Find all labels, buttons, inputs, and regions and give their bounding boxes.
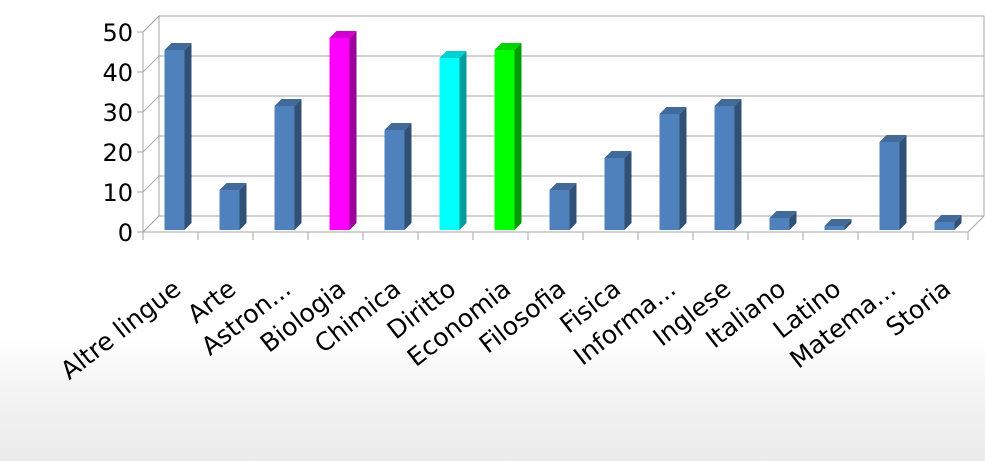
bar xyxy=(494,43,522,230)
bar xyxy=(549,183,577,230)
category-label: Storia xyxy=(880,274,956,342)
bar-side xyxy=(844,219,852,230)
floor-edge xyxy=(967,215,985,233)
bar-front xyxy=(604,158,625,230)
bar-side xyxy=(184,43,192,230)
bar-front xyxy=(659,114,680,230)
bar-front xyxy=(439,58,460,230)
bar-front xyxy=(384,130,405,230)
bar xyxy=(329,31,357,230)
bar-side xyxy=(239,183,247,230)
bar-side xyxy=(679,107,687,230)
bar-side xyxy=(624,151,632,230)
bar xyxy=(384,123,412,230)
bar-top xyxy=(714,99,742,106)
bar-top xyxy=(824,219,852,226)
bar-front xyxy=(329,38,350,230)
bar xyxy=(274,99,302,230)
bar-front xyxy=(824,226,845,230)
bar-top xyxy=(604,151,632,158)
bar-side xyxy=(789,211,797,230)
gridline xyxy=(142,55,984,73)
bar-side xyxy=(294,99,302,230)
y-tick-label: 40 xyxy=(102,59,133,87)
bar xyxy=(824,219,852,230)
gridline xyxy=(142,175,984,193)
bar-front xyxy=(714,106,735,230)
bar xyxy=(659,107,687,230)
bar-top xyxy=(384,123,412,130)
bar-top xyxy=(219,183,247,190)
bar-side xyxy=(734,99,742,230)
bar xyxy=(879,135,907,230)
bar-front xyxy=(494,50,515,230)
y-tick-label: 50 xyxy=(102,19,133,47)
y-tick-label: 20 xyxy=(102,139,133,167)
bar-front xyxy=(219,190,240,230)
bar-front xyxy=(879,142,900,230)
bar xyxy=(164,43,192,230)
gridline xyxy=(142,95,984,113)
bar xyxy=(934,215,962,230)
bar-side xyxy=(569,183,577,230)
bar-top xyxy=(934,215,962,222)
bar-side xyxy=(404,123,412,230)
bar-side xyxy=(954,215,962,230)
bar-top xyxy=(439,51,467,58)
y-tick-label: 30 xyxy=(102,99,133,127)
bar-top xyxy=(659,107,687,114)
bar-top xyxy=(494,43,522,50)
bar xyxy=(439,51,467,230)
bar-top xyxy=(879,135,907,142)
bar-top xyxy=(549,183,577,190)
bar-front xyxy=(769,218,790,230)
bar-side xyxy=(349,31,357,230)
background-gradient xyxy=(0,335,985,461)
bar-top xyxy=(769,211,797,218)
gridline xyxy=(142,215,984,233)
bar xyxy=(769,211,797,230)
bar-front xyxy=(274,106,295,230)
bar-top xyxy=(274,99,302,106)
bar-front xyxy=(164,50,185,230)
bar xyxy=(604,151,632,230)
bar-top xyxy=(329,31,357,38)
y-tick-label: 10 xyxy=(102,179,133,207)
gridline xyxy=(142,15,984,33)
bar-side xyxy=(514,43,522,230)
bar-top xyxy=(164,43,192,50)
y-tick-label: 0 xyxy=(118,219,133,247)
side-wall xyxy=(142,14,160,234)
bar-front xyxy=(549,190,570,230)
bar-side xyxy=(459,51,467,230)
bar-side xyxy=(899,135,907,230)
bar-front xyxy=(934,222,955,230)
bar xyxy=(219,183,247,230)
gridline xyxy=(142,135,984,153)
bar xyxy=(714,99,742,230)
category-label: Altre lingue xyxy=(55,274,186,385)
